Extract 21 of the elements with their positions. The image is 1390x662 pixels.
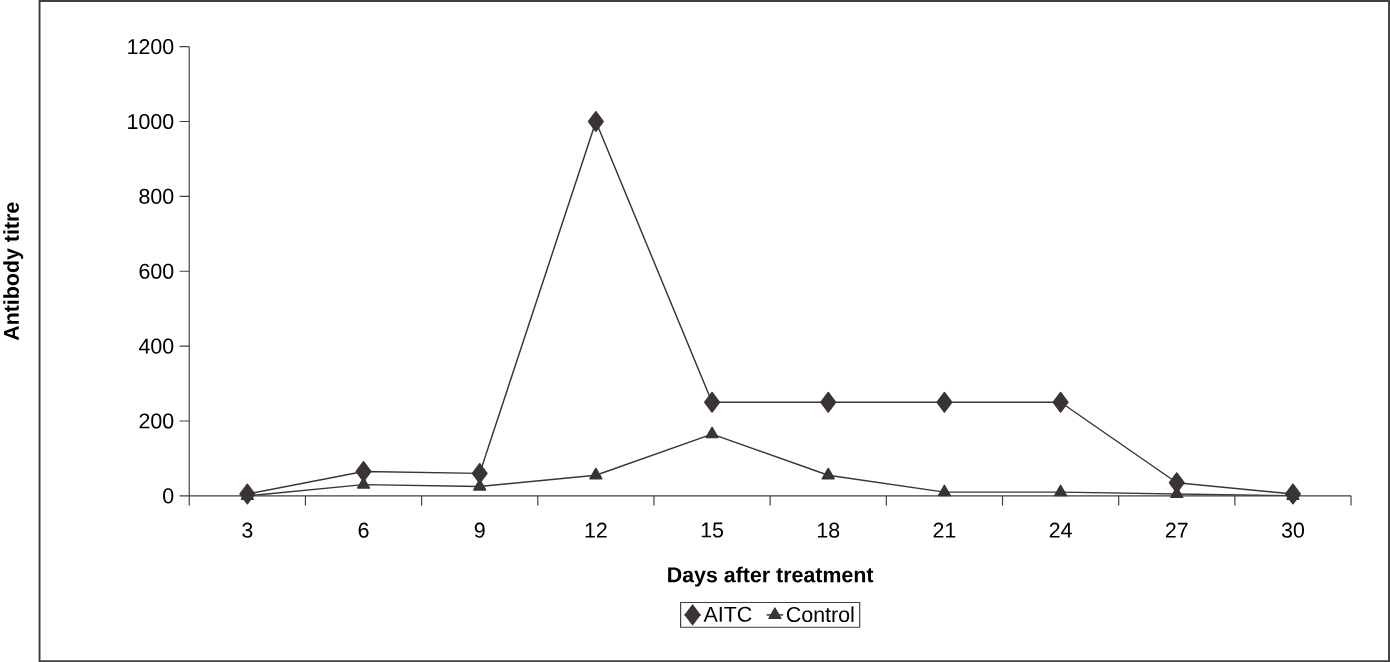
x-tick-label: 9 (474, 522, 485, 538)
x-tick-label: 6 (358, 522, 369, 538)
x-tick-label: 3 (242, 522, 253, 538)
x-tick-label: 21 (933, 522, 956, 538)
y-tick-label: 1000 (128, 113, 174, 130)
x-tick-label: 30 (1281, 522, 1304, 538)
x-tick-label: 24 (1049, 522, 1072, 538)
y-tick-label: 400 (138, 338, 174, 354)
y-tick-label: 1200 (128, 39, 174, 55)
x-tick-label: 18 (817, 522, 840, 538)
y-tick-label: 0 (163, 488, 174, 504)
y-axis-title: Antibody titre (3, 202, 24, 341)
y-tick-label: 600 (139, 263, 174, 279)
x-tick-label: 15 (701, 522, 724, 538)
x-tick-label: 27 (1165, 522, 1188, 538)
legend-label: Control (786, 606, 854, 623)
x-axis-title: Days after treatment (668, 566, 874, 587)
legend-label: AITC (703, 606, 752, 622)
y-tick-label: 800 (139, 188, 174, 204)
y-tick-label: 200 (139, 413, 174, 429)
x-tick-label: 12 (585, 522, 607, 538)
